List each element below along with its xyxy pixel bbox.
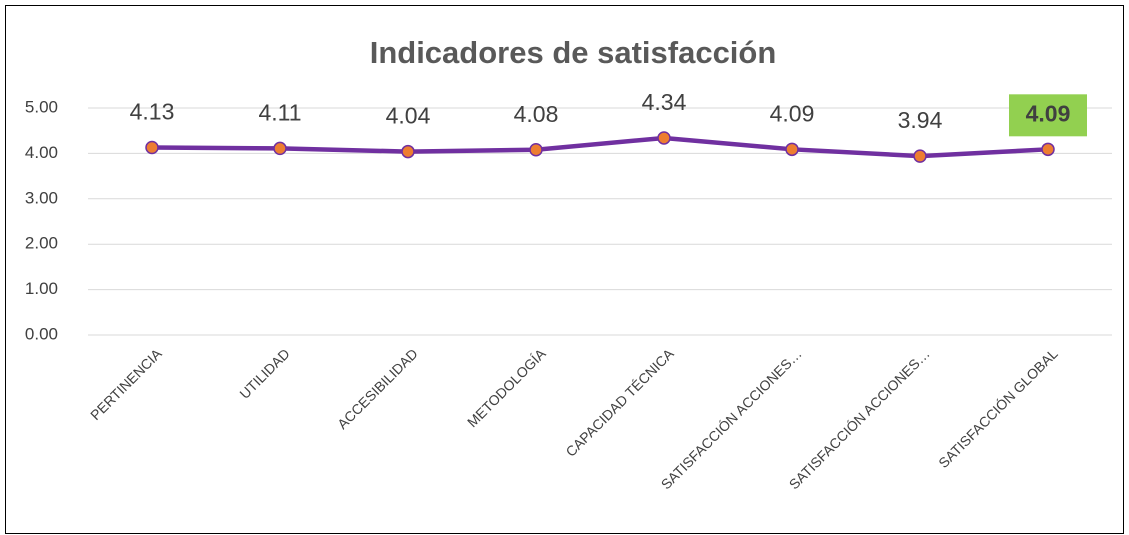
data-label: 4.34 — [642, 89, 687, 115]
chart-title: Indicadores de satisfacción — [370, 35, 777, 70]
marker — [401, 144, 415, 159]
data-label: 4.13 — [130, 99, 175, 125]
highlight-box — [1009, 94, 1087, 137]
line — [151, 135, 1049, 159]
data-label: 4.09 — [1026, 100, 1071, 126]
y-tick-label: 1.00 — [25, 279, 58, 298]
marker — [529, 143, 543, 157]
data-label: 4.11 — [258, 99, 301, 125]
y-tick-label: 0.00 — [25, 324, 58, 343]
marker — [145, 140, 159, 155]
data-label: 4.08 — [514, 101, 559, 127]
y-tick-label: 5.00 — [25, 97, 58, 116]
marker — [273, 141, 287, 156]
data-label: 4.09 — [770, 100, 815, 126]
marker — [785, 142, 799, 157]
y-tick-label: 4.00 — [25, 143, 58, 162]
marker — [657, 131, 671, 145]
data-label: 3.94 — [898, 107, 943, 133]
marker — [1041, 142, 1055, 157]
y-tick-label: 3.00 — [25, 188, 58, 207]
chart-border — [5, 5, 1124, 534]
marker — [913, 149, 927, 163]
y-tick-label: 2.00 — [25, 234, 58, 253]
data-label: 4.04 — [386, 103, 431, 129]
